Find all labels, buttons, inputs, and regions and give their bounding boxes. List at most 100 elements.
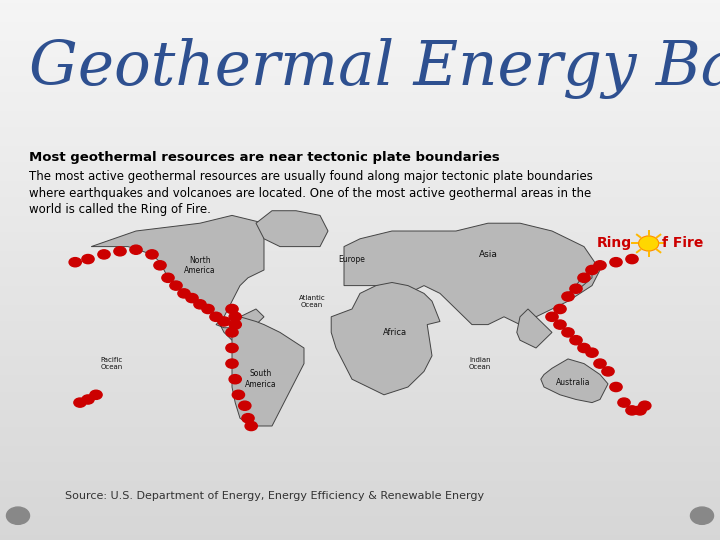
Bar — [0, 532, 720, 535]
Bar — [0, 154, 720, 157]
Bar — [0, 359, 720, 362]
Circle shape — [69, 258, 81, 267]
Text: Atlantic
Ocean: Atlantic Ocean — [299, 295, 325, 308]
Circle shape — [146, 250, 158, 259]
Bar — [0, 286, 720, 289]
Bar — [0, 446, 720, 448]
Bar — [0, 394, 720, 397]
Bar — [0, 14, 720, 16]
Bar — [0, 327, 720, 329]
Bar — [0, 181, 720, 184]
Bar — [0, 122, 720, 124]
Bar — [0, 65, 720, 68]
Bar — [0, 170, 720, 173]
Circle shape — [578, 273, 590, 282]
Bar — [0, 94, 720, 97]
Bar — [0, 535, 720, 537]
Bar — [0, 310, 720, 313]
Bar — [0, 421, 720, 424]
Bar — [0, 281, 720, 284]
Bar — [0, 356, 720, 359]
Bar — [0, 232, 720, 235]
Bar — [0, 124, 720, 127]
Bar — [0, 216, 720, 219]
Circle shape — [554, 320, 566, 329]
Circle shape — [130, 245, 142, 254]
Circle shape — [634, 406, 646, 415]
Bar — [0, 22, 720, 24]
Circle shape — [639, 236, 659, 251]
Bar — [0, 70, 720, 73]
Circle shape — [639, 401, 651, 410]
Polygon shape — [91, 215, 264, 340]
Bar — [0, 459, 720, 462]
Text: Indian
Ocean: Indian Ocean — [469, 357, 491, 370]
Circle shape — [245, 421, 257, 430]
Bar — [0, 343, 720, 346]
Circle shape — [202, 305, 214, 314]
Circle shape — [562, 292, 574, 301]
Bar — [0, 30, 720, 32]
Bar — [0, 211, 720, 213]
Circle shape — [226, 343, 238, 353]
Bar — [0, 392, 720, 394]
Bar — [0, 375, 720, 378]
Bar — [0, 456, 720, 459]
Circle shape — [602, 367, 614, 376]
Circle shape — [586, 348, 598, 357]
Circle shape — [610, 258, 622, 267]
Bar — [0, 38, 720, 40]
Bar — [0, 443, 720, 445]
Circle shape — [162, 273, 174, 282]
Circle shape — [242, 414, 254, 423]
Bar — [0, 162, 720, 165]
Bar — [0, 313, 720, 316]
Bar — [0, 475, 720, 478]
Bar — [0, 8, 720, 11]
Bar — [0, 138, 720, 140]
Circle shape — [186, 293, 198, 302]
Bar — [0, 389, 720, 392]
Bar — [0, 192, 720, 194]
Bar — [0, 205, 720, 208]
Bar — [0, 78, 720, 81]
Bar — [0, 275, 720, 278]
Bar — [0, 316, 720, 319]
Circle shape — [226, 305, 238, 314]
Bar — [0, 251, 720, 254]
Bar — [0, 151, 720, 154]
Bar — [0, 100, 720, 103]
Bar — [0, 51, 720, 54]
Bar — [0, 354, 720, 356]
Text: Australia: Australia — [556, 378, 590, 387]
Bar — [0, 437, 720, 440]
Bar — [0, 213, 720, 216]
Bar — [0, 502, 720, 505]
Circle shape — [570, 335, 582, 345]
Bar — [0, 478, 720, 481]
Bar — [0, 470, 720, 472]
Bar — [0, 130, 720, 132]
Bar — [0, 173, 720, 176]
Bar — [0, 46, 720, 49]
Text: Geothermal Energy Basics: Geothermal Energy Basics — [29, 38, 720, 99]
Bar — [0, 500, 720, 502]
Bar — [0, 259, 720, 262]
Bar — [0, 246, 720, 248]
Text: Africa: Africa — [383, 328, 408, 337]
Bar — [0, 378, 720, 381]
Circle shape — [546, 312, 558, 321]
Bar — [0, 486, 720, 489]
Text: The most active geothermal resources are usually found along major tectonic plat: The most active geothermal resources are… — [29, 170, 593, 216]
Bar — [0, 159, 720, 162]
Bar — [0, 435, 720, 437]
Bar — [0, 135, 720, 138]
Bar — [0, 54, 720, 57]
Bar — [0, 148, 720, 151]
Bar — [0, 202, 720, 205]
Bar — [0, 59, 720, 62]
Polygon shape — [331, 282, 440, 395]
Circle shape — [626, 406, 638, 415]
Circle shape — [578, 343, 590, 353]
Bar — [0, 289, 720, 292]
